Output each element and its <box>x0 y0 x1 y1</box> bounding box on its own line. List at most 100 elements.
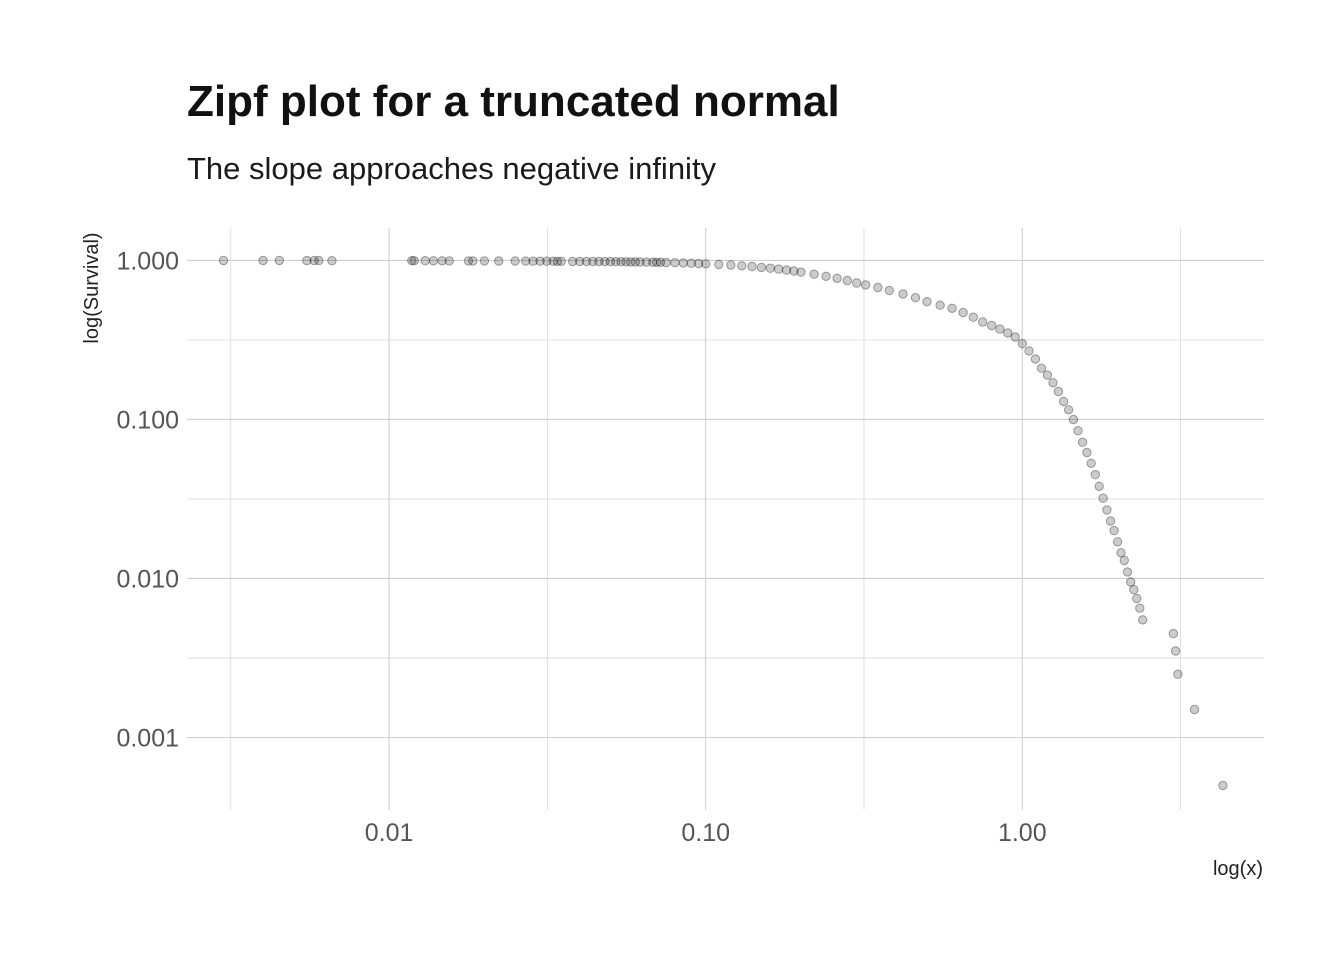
data-point <box>463 256 474 266</box>
y-axis-ticks: 0.001 0.010 0.100 1.000 <box>116 247 179 752</box>
data-point <box>1109 525 1119 536</box>
data-point <box>1017 338 1027 349</box>
data-point <box>556 256 566 266</box>
data-point <box>1094 481 1104 491</box>
data-point <box>737 261 747 271</box>
y-tick-label: 0.001 <box>116 725 179 753</box>
y-tick-label: 0.010 <box>116 565 179 593</box>
data-point <box>935 300 945 310</box>
data-point <box>1218 780 1228 791</box>
data-point <box>958 307 968 318</box>
data-point <box>693 258 704 269</box>
data-point <box>852 278 862 288</box>
data-point <box>605 256 616 267</box>
data-point <box>258 255 268 266</box>
data-point <box>309 255 319 266</box>
data-point <box>765 263 775 273</box>
y-tick-label: 1.000 <box>116 247 179 275</box>
data-point <box>494 256 504 266</box>
data-point <box>648 257 658 267</box>
data-point <box>1126 577 1136 587</box>
data-point <box>552 256 563 266</box>
data-point <box>274 255 284 266</box>
data-point <box>781 265 792 275</box>
data-point <box>1116 548 1126 558</box>
data-point <box>1073 426 1083 436</box>
data-point <box>1036 363 1047 373</box>
data-point <box>1102 505 1112 515</box>
data-point <box>821 271 831 281</box>
data-point <box>428 256 439 266</box>
data-point <box>588 256 598 267</box>
data-point <box>420 256 430 266</box>
grid <box>187 228 1264 810</box>
data-point <box>409 256 419 266</box>
data-point <box>635 257 645 267</box>
data-point <box>616 257 626 267</box>
scatter-points <box>218 255 1228 791</box>
data-point <box>548 256 558 266</box>
data-point <box>611 257 621 267</box>
data-point <box>594 256 604 267</box>
data-point <box>1122 567 1133 577</box>
data-point <box>873 282 883 293</box>
data-point <box>479 256 490 266</box>
data-point <box>1048 378 1058 388</box>
data-point <box>567 256 578 267</box>
data-point <box>686 258 696 268</box>
data-point <box>796 267 806 277</box>
data-point <box>528 256 538 266</box>
data-point <box>1138 615 1148 625</box>
data-point <box>314 255 324 266</box>
x-axis-ticks: 0.01 0.10 1.00 <box>365 819 1047 847</box>
data-point <box>968 312 978 322</box>
data-point <box>1098 493 1108 503</box>
x-tick-label: 1.00 <box>998 819 1047 847</box>
data-point <box>1129 585 1139 595</box>
data-point <box>701 259 711 269</box>
data-point <box>651 257 662 267</box>
x-axis-title: log(x) <box>1213 858 1263 880</box>
data-point <box>1024 346 1034 356</box>
y-tick-label: 0.100 <box>116 406 179 434</box>
data-point <box>1077 437 1088 447</box>
data-point <box>1042 370 1053 380</box>
data-point <box>1010 332 1020 342</box>
data-point <box>302 255 312 266</box>
data-point <box>535 256 545 266</box>
data-point <box>1105 516 1116 526</box>
data-point <box>995 324 1005 334</box>
data-point <box>468 256 478 266</box>
x-tick-label: 0.10 <box>681 819 730 847</box>
data-point <box>986 320 997 331</box>
data-point <box>1030 354 1041 364</box>
data-point <box>922 297 932 307</box>
data-point <box>1003 328 1013 338</box>
data-point <box>407 256 417 266</box>
data-point <box>1090 469 1101 480</box>
data-point <box>437 256 447 266</box>
data-point <box>581 256 592 267</box>
data-point <box>630 257 641 267</box>
data-point <box>670 258 680 268</box>
data-point <box>773 264 784 274</box>
chart-subtitle: The slope approaches negative infinity <box>187 151 717 186</box>
data-point <box>327 256 337 266</box>
data-point <box>510 256 520 266</box>
data-point <box>884 285 894 296</box>
data-point <box>1189 704 1200 715</box>
data-point <box>756 262 767 273</box>
data-point <box>521 256 531 266</box>
data-point <box>218 255 229 266</box>
data-point <box>1132 593 1142 604</box>
data-point <box>910 293 921 303</box>
data-point <box>1058 396 1069 407</box>
data-point <box>542 256 552 266</box>
data-point <box>661 257 671 268</box>
data-point <box>1112 537 1123 547</box>
data-point <box>1068 414 1079 425</box>
data-point <box>600 256 610 267</box>
x-tick-label: 0.01 <box>365 819 414 847</box>
data-point <box>655 257 666 267</box>
data-point <box>1173 669 1183 679</box>
